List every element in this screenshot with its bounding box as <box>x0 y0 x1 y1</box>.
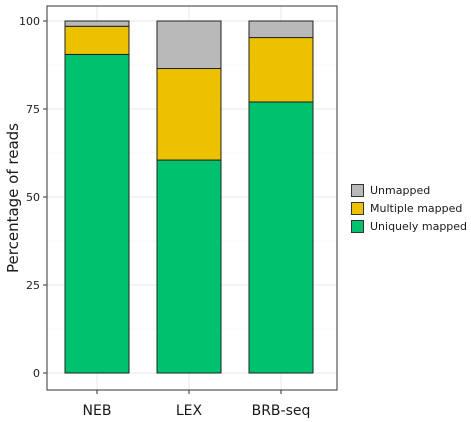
y-axis-ticks: 0 25 50 75 100 <box>19 15 47 380</box>
y-tick-label: 25 <box>26 279 40 292</box>
bar-segment <box>248 37 314 103</box>
bar-segment <box>64 25 130 55</box>
x-tick-label: NEB <box>83 403 112 419</box>
legend-label: Multiple mapped <box>370 201 463 215</box>
y-tick-label: 50 <box>26 191 40 204</box>
bar-segment <box>248 20 314 39</box>
y-tick-label: 100 <box>19 15 40 28</box>
legend-label: Unmapped <box>370 183 431 197</box>
legend-item: Multiple mapped <box>351 199 467 217</box>
bar-segment <box>156 68 222 161</box>
bar-segment <box>156 20 222 70</box>
bar-segment <box>64 20 130 27</box>
legend-swatch <box>351 201 364 215</box>
legend: Unmapped Multiple mapped Uniquely mapped <box>351 181 467 235</box>
legend-swatch <box>351 183 364 197</box>
y-tick-label: 75 <box>26 103 40 116</box>
legend-item: Unmapped <box>351 181 467 199</box>
x-axis-ticks: NEB LEX BRB-seq <box>83 390 311 419</box>
y-tick-label: 0 <box>33 367 40 380</box>
x-tick-label: BRB-seq <box>252 403 311 419</box>
legend-swatch <box>351 219 364 233</box>
legend-label: Uniquely mapped <box>370 219 468 233</box>
legend-item: Uniquely mapped <box>351 217 467 235</box>
bar-segment <box>156 159 222 374</box>
y-axis-label: Percentage of reads <box>4 123 22 273</box>
bar-segment <box>248 101 314 374</box>
bar-segment <box>64 53 130 374</box>
x-tick-label: LEX <box>176 403 203 419</box>
panel-border <box>46 5 338 391</box>
bars-group <box>64 20 314 374</box>
